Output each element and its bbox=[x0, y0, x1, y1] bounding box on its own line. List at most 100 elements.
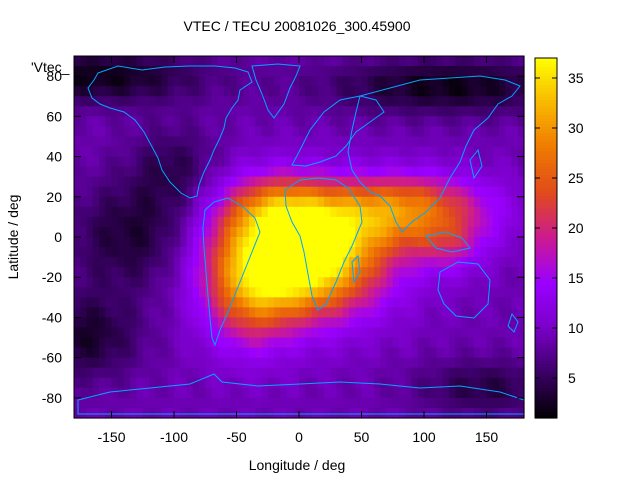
heatmap-cell bbox=[349, 116, 356, 127]
heatmap-cell bbox=[186, 287, 194, 298]
heatmap-cell bbox=[311, 116, 319, 127]
heatmap-cell bbox=[286, 247, 294, 258]
heatmap-cell bbox=[430, 357, 438, 369]
heatmap-cell bbox=[405, 126, 413, 138]
heatmap-cell bbox=[349, 397, 356, 409]
heatmap-cell bbox=[330, 397, 338, 409]
heatmap-cell bbox=[86, 216, 94, 228]
heatmap-cell bbox=[311, 357, 319, 369]
heatmap-cell bbox=[105, 86, 113, 97]
heatmap-cell bbox=[199, 267, 206, 278]
heatmap-cell bbox=[167, 397, 175, 409]
heatmap-cell bbox=[505, 337, 513, 349]
heatmap-cell bbox=[74, 136, 81, 148]
heatmap-cell bbox=[86, 237, 94, 248]
heatmap-cell bbox=[199, 307, 206, 319]
heatmap-cell bbox=[199, 247, 206, 258]
heatmap-cell bbox=[155, 116, 163, 127]
colorbar-segment bbox=[535, 358, 557, 362]
heatmap-cell bbox=[486, 267, 494, 278]
heatmap-cell bbox=[505, 297, 513, 308]
heatmap-cell bbox=[217, 86, 225, 97]
colorbar-segment bbox=[535, 178, 557, 182]
heatmap-cell bbox=[374, 297, 381, 308]
heatmap-cell bbox=[455, 186, 463, 198]
heatmap-cell bbox=[417, 216, 425, 228]
heatmap-cell bbox=[311, 387, 319, 399]
heatmap-cell bbox=[242, 357, 250, 369]
heatmap-cell bbox=[411, 237, 419, 248]
heatmap-cell bbox=[274, 126, 281, 138]
heatmap-cell bbox=[436, 327, 444, 339]
heatmap-cell bbox=[192, 367, 200, 379]
heatmap-cell bbox=[436, 407, 444, 419]
x-tick-label: -150 bbox=[97, 429, 125, 445]
heatmap-cell bbox=[167, 317, 175, 329]
heatmap-cell bbox=[499, 247, 506, 258]
heatmap-cell bbox=[311, 66, 319, 77]
colorbar-segment bbox=[535, 352, 557, 356]
heatmap-cell bbox=[455, 96, 463, 107]
heatmap-cell bbox=[99, 176, 106, 188]
heatmap-cell bbox=[492, 206, 500, 218]
heatmap-cell bbox=[424, 317, 431, 329]
heatmap-cell bbox=[311, 76, 319, 87]
heatmap-cell bbox=[130, 287, 138, 298]
heatmap-cell bbox=[424, 76, 431, 87]
heatmap-cell bbox=[330, 297, 338, 308]
heatmap-cell bbox=[330, 357, 338, 369]
heatmap-cell bbox=[117, 76, 125, 87]
heatmap-cell bbox=[367, 76, 375, 87]
heatmap-cell bbox=[155, 56, 163, 67]
heatmap-cell bbox=[474, 237, 481, 248]
heatmap-cell bbox=[280, 237, 288, 248]
heatmap-cell bbox=[280, 96, 288, 107]
heatmap-cell bbox=[80, 196, 88, 208]
heatmap-cell bbox=[480, 166, 488, 178]
heatmap-cell bbox=[149, 196, 156, 208]
heatmap-cell bbox=[480, 76, 488, 87]
colorbar-segment bbox=[535, 139, 557, 143]
heatmap-cell bbox=[105, 186, 113, 198]
heatmap-cell bbox=[99, 186, 106, 198]
heatmap-cell bbox=[311, 166, 319, 178]
heatmap-cell bbox=[142, 327, 150, 339]
heatmap-cell bbox=[149, 407, 156, 419]
heatmap-cell bbox=[492, 226, 500, 238]
heatmap-cell bbox=[449, 287, 456, 298]
heatmap-cell bbox=[199, 237, 206, 248]
heatmap-cell bbox=[511, 397, 519, 409]
heatmap-cell bbox=[480, 297, 488, 308]
heatmap-cell bbox=[342, 226, 350, 238]
heatmap-cell bbox=[136, 407, 144, 419]
heatmap-cell bbox=[480, 317, 488, 329]
heatmap-cell bbox=[449, 267, 456, 278]
heatmap-cell bbox=[117, 387, 125, 399]
colorbar-tick-label: 10 bbox=[568, 320, 584, 336]
heatmap-cell bbox=[180, 317, 188, 329]
heatmap-cell bbox=[180, 407, 188, 419]
heatmap-cell bbox=[392, 206, 400, 218]
heatmap-cell bbox=[230, 66, 238, 77]
heatmap-cell bbox=[455, 176, 463, 188]
heatmap-cell bbox=[411, 146, 419, 158]
heatmap-cell bbox=[261, 307, 269, 319]
heatmap-cell bbox=[436, 66, 444, 77]
heatmap-cell bbox=[374, 367, 381, 379]
heatmap-cell bbox=[392, 196, 400, 208]
heatmap-cell bbox=[511, 116, 519, 127]
heatmap-cell bbox=[386, 146, 394, 158]
heatmap-cell bbox=[161, 307, 169, 319]
heatmap-cell bbox=[142, 257, 150, 268]
heatmap-cell bbox=[167, 76, 175, 87]
heatmap-cell bbox=[392, 66, 400, 77]
heatmap-cell bbox=[380, 317, 388, 329]
heatmap-cell bbox=[486, 337, 494, 349]
heatmap-cell bbox=[267, 66, 275, 77]
heatmap-cell bbox=[511, 206, 519, 218]
heatmap-cell bbox=[449, 186, 456, 198]
heatmap-cell bbox=[411, 86, 419, 97]
heatmap-cell bbox=[311, 206, 319, 218]
heatmap-cell bbox=[292, 247, 300, 258]
heatmap-cell bbox=[386, 347, 394, 359]
